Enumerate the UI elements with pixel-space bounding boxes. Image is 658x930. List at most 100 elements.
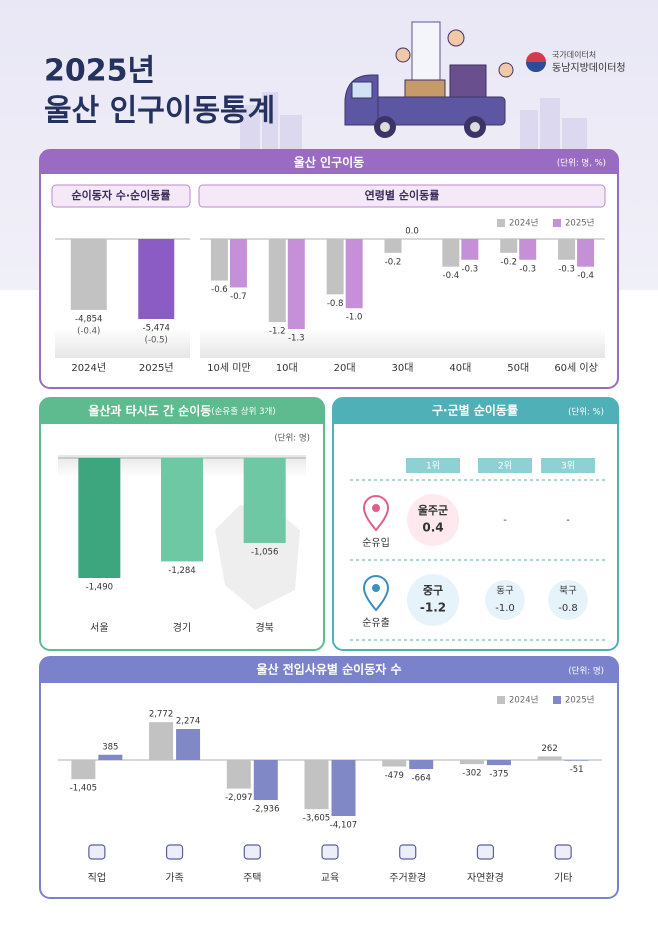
x-tick-label: 20대 [334, 362, 356, 374]
data-label: -0.7 [230, 292, 247, 302]
column-header-box [406, 458, 460, 473]
chart-title: 연령별 순이동률 [365, 188, 440, 202]
data-label: 2,274 [176, 716, 200, 726]
data-label: -1,284 [168, 566, 195, 576]
bar [442, 239, 460, 267]
legend-label: 2025년 [565, 218, 594, 229]
data-label: -4,107 [330, 821, 357, 831]
bar [226, 760, 251, 789]
bar [461, 239, 479, 260]
panel-title: 울산과 타시도 간 순이동(순유출 상위 3개) [88, 403, 275, 418]
column-header: 3위 [561, 461, 575, 472]
district-rate: -1.2 [420, 601, 446, 615]
bar [176, 728, 201, 760]
bar [382, 760, 407, 767]
x-tick-label: 50대 [507, 362, 529, 374]
district-rate: -0.8 [558, 603, 578, 614]
data-label: -51 [570, 765, 584, 775]
panel-title: 구·군별 순이동률 [432, 403, 518, 418]
data-label: 2,772 [149, 710, 173, 720]
data-label: -0.2 [500, 257, 517, 267]
column-header: 1위 [426, 461, 440, 472]
bar [71, 760, 96, 780]
data-label: -2,097 [225, 793, 252, 803]
panel-title: 울산 전입사유별 순이동자 수 [256, 662, 401, 677]
bar [459, 760, 484, 765]
bar [243, 458, 286, 544]
column-header: 2위 [498, 461, 512, 472]
data-label: -0.4 [443, 271, 460, 281]
data-label: -302 [462, 769, 481, 779]
bar [210, 239, 228, 281]
bar [161, 458, 203, 562]
data-label: -1,490 [86, 583, 113, 593]
legend-swatch [497, 696, 505, 704]
x-tick-label: 10대 [276, 362, 298, 374]
legend-label: 2024년 [509, 218, 538, 229]
bar [577, 239, 595, 267]
bar [229, 239, 247, 288]
x-tick-label: 10세 미만 [207, 362, 251, 374]
category-icon [321, 844, 339, 860]
x-tick-label: 60세 이상 [554, 362, 598, 374]
data-label: -0.3 [519, 264, 536, 274]
legend-label: 2024년 [509, 695, 538, 706]
x-tick-label: 자연환경 [467, 871, 504, 884]
x-tick-label: 2024년 [71, 362, 106, 374]
x-tick-label: 주거환경 [389, 871, 426, 884]
empty-cell: - [503, 515, 507, 526]
panel-header [333, 398, 618, 424]
bar [519, 239, 537, 260]
district-rate: -1.0 [495, 603, 515, 614]
row-label: 순유입 [362, 536, 390, 549]
bar [304, 760, 329, 810]
x-tick-label: 직업 [88, 871, 106, 884]
data-label: -3,605 [303, 814, 330, 824]
data-label: -5,474 [143, 324, 170, 334]
bar [409, 760, 434, 770]
column-header-box [478, 458, 532, 473]
org-small: 국가데이터처 [552, 50, 596, 60]
legend-swatch [553, 219, 561, 227]
floor [55, 328, 190, 358]
data-label: -0.4 [577, 271, 594, 281]
bar [564, 760, 589, 761]
cell-highlight [548, 580, 588, 620]
row-label: 순유출 [362, 617, 390, 629]
year-title: 2025년 [44, 54, 155, 89]
x-tick-label: 기타 [554, 872, 572, 884]
data-label: -0.2 [385, 257, 402, 267]
column-header-box [541, 458, 595, 473]
x-tick-label: 경기 [173, 621, 191, 634]
logo [526, 52, 546, 72]
data-label: -0.3 [462, 264, 479, 274]
x-tick-label: 주택 [243, 872, 261, 884]
x-tick-label: 서울 [90, 622, 108, 634]
chart-title-box [198, 184, 606, 208]
x-tick-label: 30대 [392, 362, 414, 374]
city-silhouette [240, 92, 587, 150]
unit-label: (단위: 명) [568, 666, 604, 677]
bar [384, 239, 402, 253]
bar [486, 760, 511, 766]
data-label: -4,854 [75, 314, 102, 324]
cell-highlight [407, 574, 459, 626]
bar [287, 239, 305, 329]
category-icon [399, 844, 417, 860]
bar [78, 458, 121, 578]
data-label: -1,405 [70, 784, 97, 794]
district-name: 동구 [496, 586, 514, 597]
rate-label: (-0.5) [145, 336, 168, 346]
chart-title: 순이동자 수·순이동률 [71, 188, 170, 202]
district-name: 북구 [559, 586, 577, 597]
data-label: -375 [489, 770, 508, 780]
floor [200, 328, 605, 358]
category-icon [165, 844, 184, 860]
page-title: 울산 인구이동통계 [44, 94, 275, 129]
data-label: 0.0 [405, 227, 419, 237]
panel-header [40, 657, 618, 683]
pin-icon [362, 495, 390, 532]
data-label: -1.3 [288, 334, 305, 344]
cell-highlight [407, 494, 459, 546]
data-label: -1.0 [346, 313, 363, 323]
